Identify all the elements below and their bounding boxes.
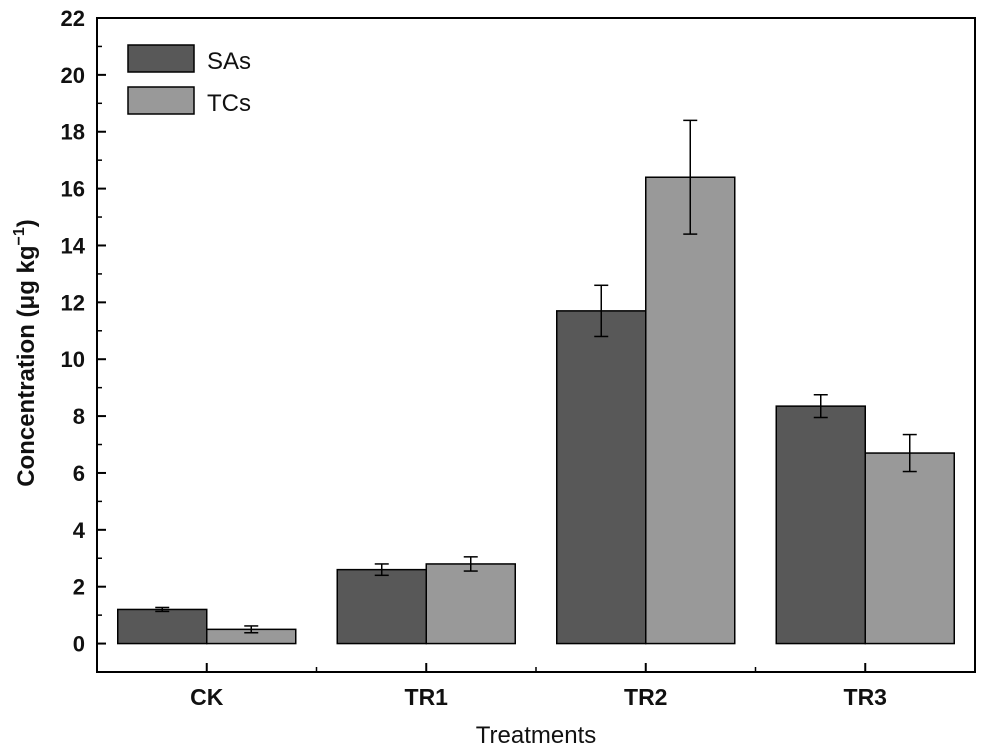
y-tick-label: 12 [61,290,85,315]
y-tick-label: 8 [73,404,85,429]
y-tick-label: 6 [73,461,85,486]
y-tick-label: 20 [61,63,85,88]
legend-label-tcs: TCs [207,90,251,117]
x-axis-title: Treatments [476,722,596,749]
y-axis-title-end: ) [13,219,40,227]
legend-swatch-tcs [127,86,195,115]
bars-layer [117,119,955,645]
bar-tcs-tr3 [864,452,955,645]
ticks-layer: 0 2 4 6 8 10 12 14 16 18 20 22 CK TR1 TR2 TR3 [61,6,887,710]
y-axis-title: Concentration (μg kg−1) [11,219,40,487]
legend-swatch-sas [127,44,195,73]
bar-sas-tr1 [336,568,427,645]
y-tick-label: 22 [61,6,85,31]
y-tick-label: 18 [61,120,85,145]
y-tick-label: 16 [61,177,85,202]
y-tick-label: 10 [61,347,85,372]
x-tick-label: TR1 [405,684,449,710]
y-tick-label: 14 [61,233,86,258]
x-tick-label: CK [190,684,224,710]
y-tick-label: 0 [73,632,85,657]
bar-tcs-tr1 [425,563,516,645]
bar-sas-tr2 [556,310,647,645]
x-tick-label: TR3 [844,684,887,710]
bar-sas-ck [117,608,208,645]
legend-label-sas: SAs [207,48,251,75]
y-tick-label: 2 [73,575,85,600]
x-tick-label: TR2 [624,684,667,710]
y-tick-label: 4 [73,518,86,543]
legend: SAs TCs [127,44,251,117]
y-axis-title-main: Concentration (μg kg [13,245,40,486]
bar-tcs-tr2 [645,176,736,645]
bar-sas-tr3 [775,405,866,645]
y-axis-title-sup: −1 [11,227,28,245]
